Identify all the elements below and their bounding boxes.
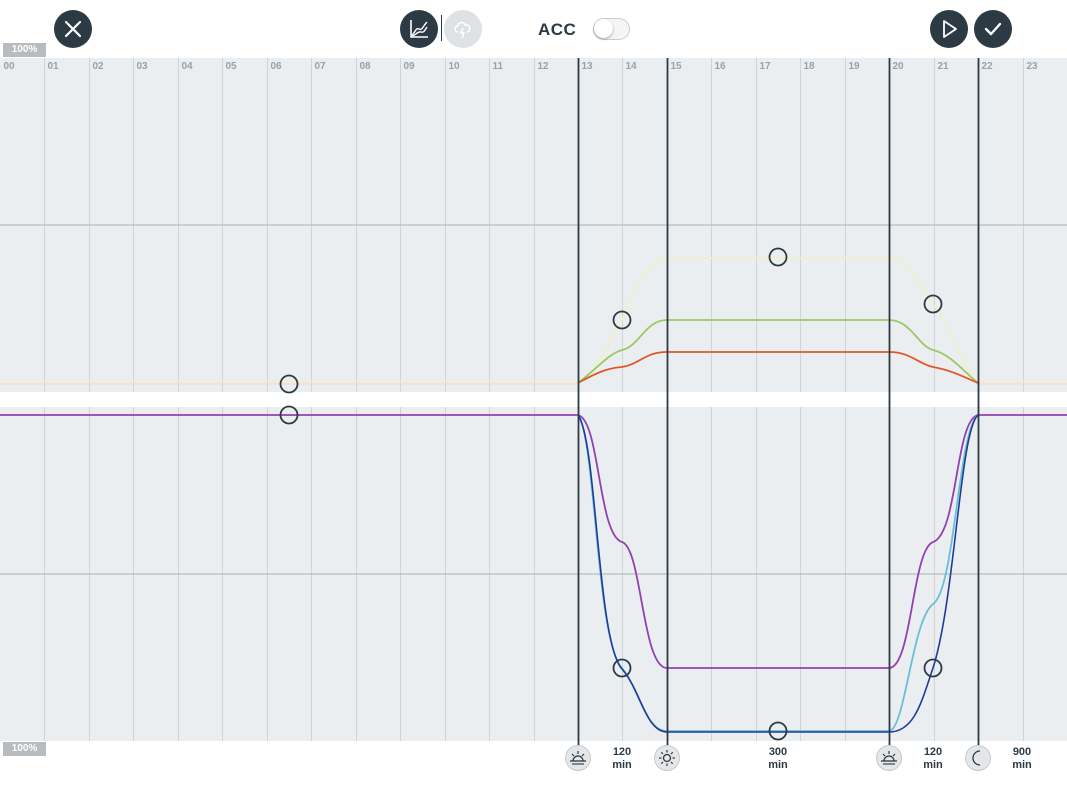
acc-toggle[interactable] — [593, 18, 630, 40]
hour-label: 08 — [360, 61, 372, 72]
purple-channel-curve[interactable] — [0, 414, 1067, 669]
hour-label: 17 — [760, 61, 772, 72]
sunset-duration: 120 min — [908, 746, 958, 772]
cloud-lightning-icon — [454, 21, 471, 39]
mode-separator — [441, 15, 442, 41]
day-phase-button[interactable] — [654, 745, 680, 771]
sunrise-upper-handle[interactable] — [612, 310, 632, 330]
night-duration-unit: min — [1012, 759, 1032, 771]
hour-label: 02 — [93, 61, 105, 72]
hour-label: 04 — [182, 61, 194, 72]
sunset-upper-handle[interactable] — [923, 294, 943, 314]
upper-max-label: 100% — [3, 43, 46, 57]
moon-icon — [972, 750, 981, 766]
hour-label: 14 — [626, 61, 638, 72]
sunrise-lower-handle[interactable] — [612, 658, 632, 678]
hour-label: 09 — [404, 61, 416, 72]
acc-label: ACC — [538, 20, 577, 39]
night-upper-handle[interactable] — [279, 374, 299, 394]
hour-label: 07 — [315, 61, 327, 72]
sunset-duration-value: 120 — [923, 746, 943, 758]
play-icon — [943, 20, 957, 38]
night-lower-handle[interactable] — [279, 405, 299, 425]
hour-label: 11 — [493, 61, 504, 72]
lower-max-label: 100% — [3, 742, 46, 756]
day-duration-value: 300 — [768, 746, 788, 758]
sunset-duration-unit: min — [923, 759, 943, 771]
hour-label: 01 — [48, 61, 60, 72]
sunset-icon — [881, 751, 897, 765]
hour-label: 00 — [4, 61, 16, 72]
toolbar: ACC — [0, 0, 1067, 58]
sun-icon — [659, 750, 675, 766]
close-icon — [64, 20, 82, 38]
sunrise-duration-unit: min — [612, 759, 632, 771]
white-channel-curve[interactable] — [577, 257, 979, 384]
close-button[interactable] — [54, 10, 92, 48]
red-channel-curve[interactable] — [577, 351, 979, 384]
hour-label: 21 — [938, 61, 950, 72]
sunset-lower-handle[interactable] — [923, 658, 943, 678]
hour-labels: 00 01 02 03 04 05 06 07 08 09 10 11 12 13 14 15 16 17 18 19… — [4, 61, 1039, 72]
sunset-phase-button[interactable] — [876, 745, 902, 771]
sunrise-phase-button[interactable] — [565, 745, 591, 771]
green-channel-curve[interactable] — [577, 319, 979, 384]
confirm-button[interactable] — [974, 10, 1012, 48]
hour-label: 16 — [715, 61, 727, 72]
acc-toggle-knob — [594, 19, 613, 38]
hour-label: 18 — [804, 61, 816, 72]
hour-label: 22 — [982, 61, 994, 72]
phase-boundary-lines — [577, 58, 980, 745]
hour-label: 03 — [137, 61, 149, 72]
hour-label: 23 — [1027, 61, 1039, 72]
hour-label: 12 — [538, 61, 550, 72]
weather-mode-button[interactable] — [444, 10, 482, 48]
hour-label: 15 — [671, 61, 683, 72]
light-schedule-chart[interactable]: 00 01 02 03 04 05 06 07 08 09 10 11 12 13 14 15 16 17 18 19… — [0, 0, 1067, 745]
hour-label: 13 — [582, 61, 594, 72]
day-upper-handle[interactable] — [768, 247, 788, 267]
curve-chart-icon — [410, 20, 428, 38]
play-button[interactable] — [930, 10, 968, 48]
sunrise-duration-value: 120 — [612, 746, 632, 758]
hour-label: 20 — [893, 61, 905, 72]
curve-mode-button[interactable] — [400, 10, 438, 48]
night-duration-value: 900 — [1012, 746, 1032, 758]
sunrise-icon — [570, 751, 586, 765]
night-phase-button[interactable] — [965, 745, 991, 771]
checkmark-icon — [984, 22, 1002, 36]
night-duration: 900 min — [997, 746, 1047, 772]
hour-label: 06 — [271, 61, 283, 72]
day-lower-handle[interactable] — [768, 721, 788, 741]
day-duration: 300 min — [753, 746, 803, 772]
hour-label: 05 — [226, 61, 238, 72]
day-duration-unit: min — [768, 759, 788, 771]
sunrise-duration: 120 min — [597, 746, 647, 772]
hour-label: 10 — [449, 61, 461, 72]
hour-label: 19 — [849, 61, 861, 72]
blue-channel-curve[interactable] — [577, 414, 979, 733]
